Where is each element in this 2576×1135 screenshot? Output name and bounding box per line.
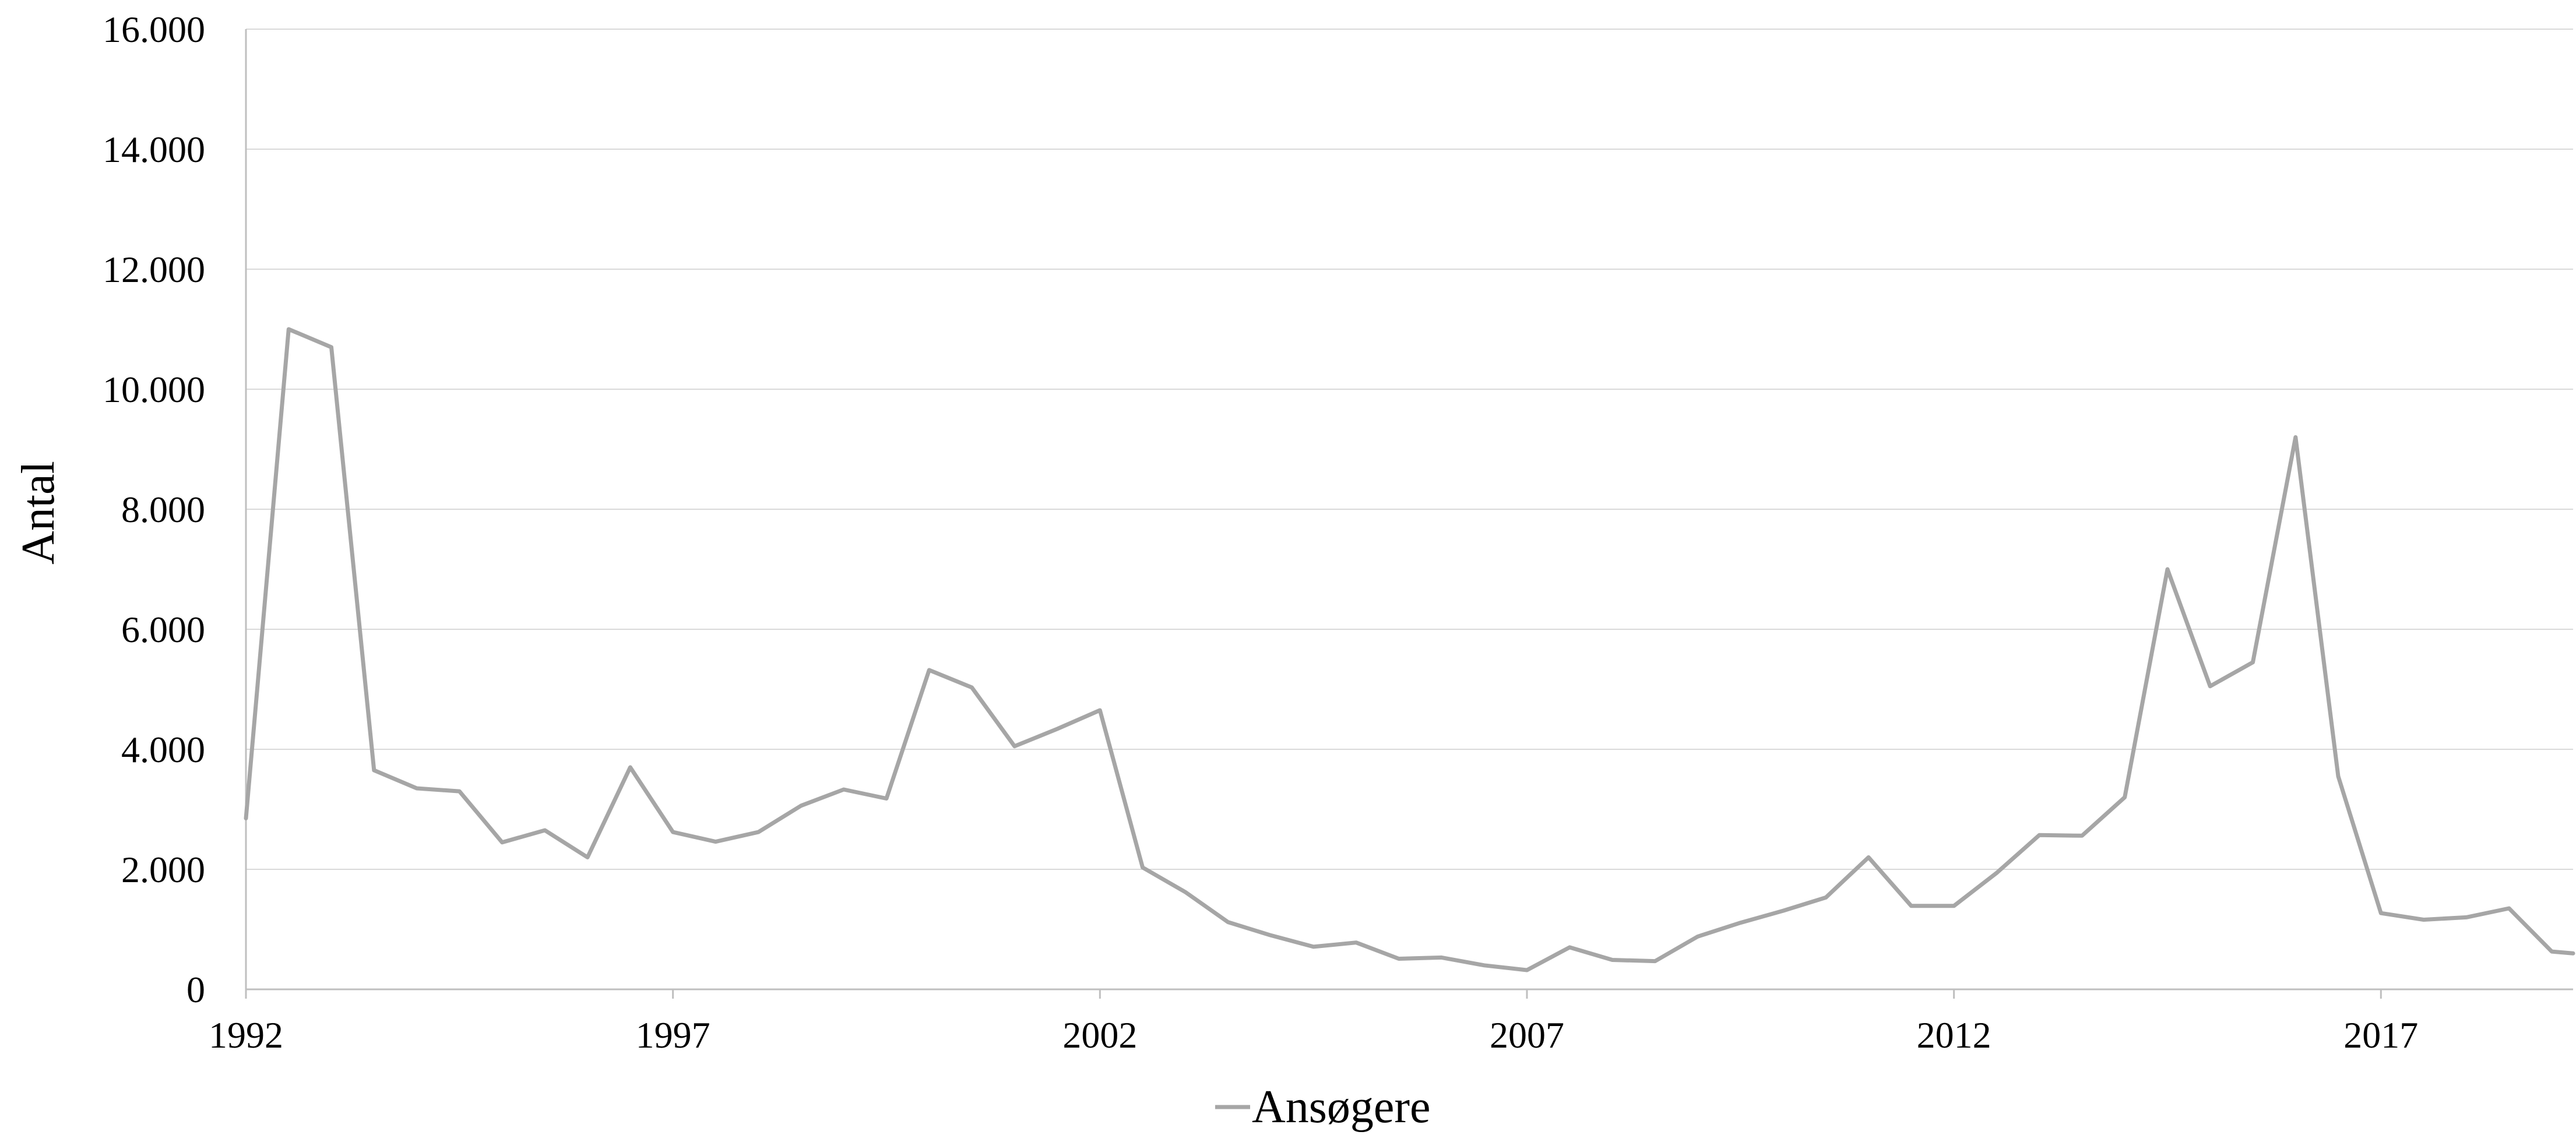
data-point: [459, 791, 460, 792]
data-point: [843, 789, 844, 790]
data-point: [1825, 897, 1826, 898]
data-point: [715, 841, 716, 842]
axes: [245, 29, 2573, 999]
data-point: [2573, 953, 2574, 954]
data-point: [2338, 776, 2339, 777]
data-point: [2167, 569, 2168, 570]
data-point: [2509, 908, 2510, 909]
y-axis-title: Antal: [13, 461, 64, 565]
x-tick-label: 1992: [209, 1014, 283, 1056]
series-line-ansogere: [244, 327, 2575, 972]
x-tick-label: 1997: [636, 1014, 710, 1056]
y-tick-label: 2.000: [121, 849, 205, 890]
y-tick-labels: 0 2.000 4.000 6.000 8.000 10.000 12.000 14.000 1…: [103, 9, 205, 1010]
y-tick-label: 14.000: [103, 129, 205, 170]
y-tick-label: 8.000: [121, 489, 205, 530]
y-tick-label: 16.000: [103, 9, 205, 50]
x-tick-label: 2017: [2343, 1014, 2418, 1056]
data-point: [886, 798, 887, 799]
data-point: [758, 832, 759, 833]
data-point: [246, 818, 247, 819]
data-point: [2295, 437, 2296, 438]
data-point: [2039, 835, 2040, 836]
data-point: [544, 830, 545, 831]
data-point: [587, 857, 588, 858]
y-tick-label: 0: [186, 969, 205, 1010]
x-tick-label: 2012: [1917, 1014, 1991, 1056]
data-point: [1441, 957, 1442, 958]
series-group: [244, 327, 2575, 972]
y-tick-label: 10.000: [103, 369, 205, 410]
data-point: [1740, 922, 1741, 923]
data-point: [1142, 867, 1143, 868]
data-point: [1527, 970, 1528, 971]
data-point: [2124, 797, 2125, 798]
y-tick-label: 6.000: [121, 609, 205, 650]
x-tick-label: 2007: [1490, 1014, 1564, 1056]
gridlines: [246, 29, 2573, 870]
x-tick-label: 2002: [1062, 1014, 1137, 1056]
data-point: [929, 670, 930, 671]
data-point: [288, 329, 289, 330]
data-point: [1868, 857, 1869, 858]
y-tick-label: 12.000: [103, 249, 205, 290]
x-tick-labels: 1992 1997 2002 2007 2012 2017: [209, 1014, 2418, 1056]
legend: Ansøgere: [1215, 1081, 1431, 1133]
y-tick-label: 4.000: [121, 729, 205, 770]
data-point: [1313, 946, 1314, 947]
data-point: [1911, 905, 1912, 906]
data-point: [2423, 919, 2424, 920]
legend-label-ansogere: Ansøgere: [1252, 1081, 1431, 1133]
